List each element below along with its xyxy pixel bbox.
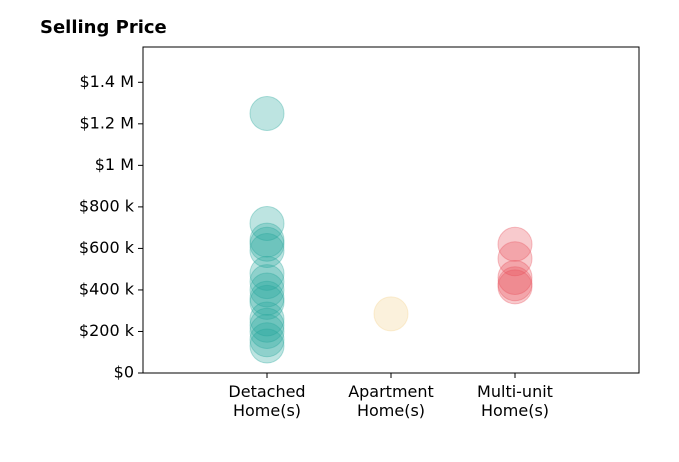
point	[249, 205, 285, 241]
point	[249, 301, 285, 337]
point	[497, 266, 533, 302]
point	[249, 307, 285, 343]
x-tick-label: Apartment Home(s)	[348, 382, 434, 420]
point	[249, 328, 285, 364]
y-tick-label: $0	[114, 363, 134, 382]
point	[249, 255, 285, 291]
point	[373, 296, 409, 332]
chart-title: Selling Price	[40, 17, 167, 38]
point	[249, 226, 285, 262]
point	[497, 259, 533, 295]
x-tick-label: Multi-unit Home(s)	[477, 382, 553, 420]
y-tick-label: $600 k	[79, 238, 135, 257]
point	[249, 232, 285, 268]
point	[497, 269, 533, 305]
y-tick-label: $1.2 M	[79, 113, 134, 132]
point	[497, 241, 533, 277]
y-tick-label: $1.4 M	[79, 72, 134, 91]
x-tick-label: Detached Home(s)	[228, 382, 306, 420]
point	[497, 226, 533, 262]
point	[249, 264, 285, 300]
point	[249, 95, 285, 131]
point	[249, 313, 285, 349]
y-tick-label: $1 M	[95, 155, 134, 174]
point	[249, 222, 285, 258]
point	[249, 284, 285, 320]
point	[249, 280, 285, 316]
point	[249, 272, 285, 308]
point	[249, 322, 285, 358]
y-tick-label: $400 k	[79, 279, 135, 298]
y-tick-label: $800 k	[79, 196, 135, 215]
y-tick-label: $200 k	[79, 321, 135, 340]
